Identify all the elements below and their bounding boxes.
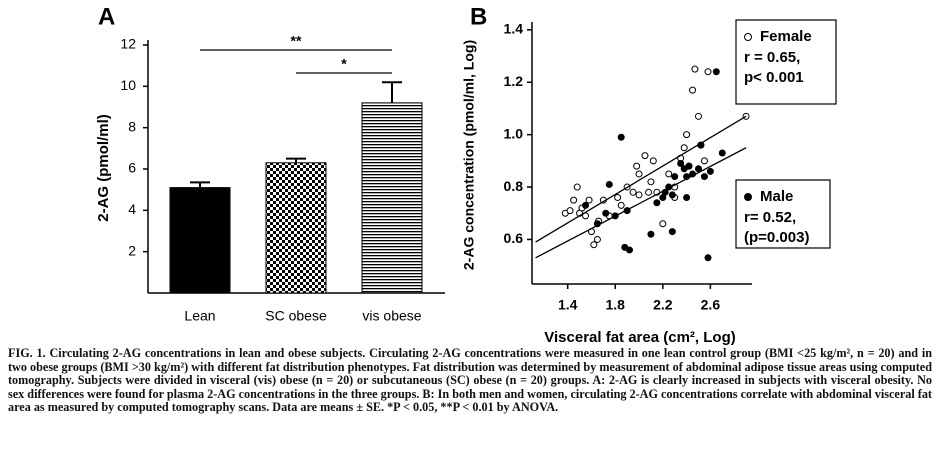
bar [169,187,231,294]
x-axis-label: Visceral fat area (cm², Log) [544,329,735,345]
x-tick-label: 2.6 [701,297,721,313]
significance-label: ** [291,33,302,49]
data-point [641,152,649,160]
x-tick-label: vis obese [362,308,421,324]
figure-caption: FIG. 1. Circulating 2-AG concentrations … [8,346,932,415]
y-tick-label: 12 [120,36,136,52]
fit-statistic: p< 0.001 [744,69,804,86]
data-point [645,188,653,196]
x-tick-label: SC obese [265,308,327,324]
panel-label: A [98,3,115,30]
y-tick-label: 10 [120,77,136,93]
x-tick-label: 1.4 [558,297,578,313]
bar [265,162,327,294]
data-point [677,159,685,167]
y-tick-label: 2 [128,242,136,258]
fit-statistic: r= 0.52, [744,209,796,226]
y-axis-label: 2-AG (pmol/ml) [95,114,112,222]
data-point [700,157,708,165]
legend-label: Female [760,28,812,45]
data-point [582,201,590,209]
data-point [683,194,691,202]
panel-label: B [470,3,487,30]
data-point [683,131,691,139]
y-tick-label: 8 [128,118,136,134]
legend-label: Male [760,188,793,205]
data-point [647,178,655,186]
y-tick-label: 1.2 [504,73,524,89]
fit-statistic: r = 0.65, [744,49,800,66]
data-point [617,133,625,141]
data-point [617,201,625,209]
data-point [694,112,702,120]
x-tick-label: Lean [184,308,215,324]
data-point [691,65,699,73]
data-point [647,230,655,238]
fit-statistic: (p=0.003) [744,229,809,246]
data-point [590,241,598,249]
y-tick-label: 0.6 [504,230,524,246]
data-point [626,246,634,254]
data-point [633,162,641,170]
data-point [635,170,643,178]
data-point [671,173,679,181]
bar [361,102,423,294]
data-point [570,196,578,204]
data-point [593,235,601,243]
data-point [668,228,676,236]
data-point [635,191,643,199]
legend-marker [744,33,752,41]
data-point [653,199,661,207]
y-tick-label: 6 [128,160,136,176]
data-point [585,196,593,204]
data-point [629,188,637,196]
data-point [689,86,697,94]
legend-box [735,179,831,249]
y-axis-label: 2-AG concentration (pmol/ml, Log) [461,40,477,270]
data-point [718,149,726,157]
data-point [668,191,676,199]
legend-marker [744,193,752,201]
legend-box [735,19,837,105]
y-tick-label: 4 [128,201,136,217]
data-point [694,165,702,173]
y-tick-label: 1.4 [504,21,524,37]
data-point [614,194,622,202]
y-tick-label: 0.8 [504,178,524,194]
data-point [566,207,574,215]
data-point [659,220,667,228]
data-point [704,68,712,76]
data-point [573,183,581,191]
data-point [700,173,708,181]
x-tick-label: 2.2 [653,297,673,313]
data-point [706,167,714,175]
y-tick-label: 1.0 [504,125,524,141]
data-point [697,141,705,149]
data-point [665,170,673,178]
data-point [649,157,657,165]
regression-line [535,115,747,243]
data-point [685,162,693,170]
data-point [712,68,720,76]
data-point [704,254,712,262]
data-point [680,144,688,152]
significance-label: * [341,56,347,72]
data-point [605,180,613,188]
data-point [602,209,610,217]
x-tick-label: 1.8 [606,297,626,313]
regression-line [535,147,747,259]
figure: A 2-AG (pmol/ml) 2 4 6 8 10 12 Lean SC obese vis o… [95,3,837,346]
